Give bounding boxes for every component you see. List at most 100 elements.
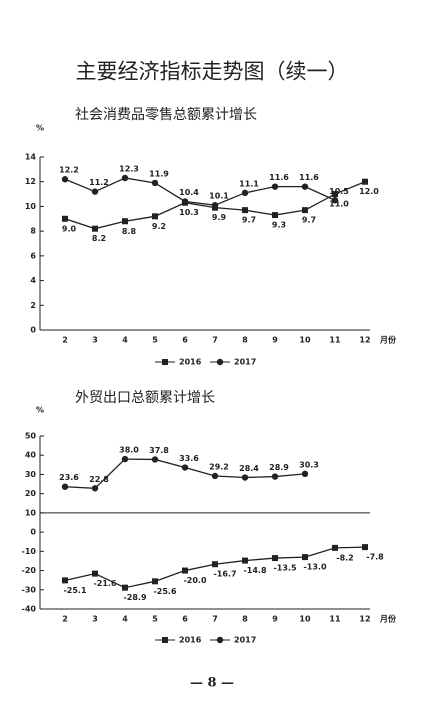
x-tick-label: 3 — [92, 615, 98, 624]
data-point — [61, 483, 69, 490]
y-tick-label: 14 — [25, 153, 37, 162]
page-title: 主要经济指标走势图（续一） — [76, 60, 349, 84]
legend-label: 2016 — [179, 358, 202, 367]
y-axis-label: % — [36, 124, 44, 133]
y-tick-label: 0 — [30, 528, 36, 537]
data-label: -13.0 — [303, 563, 326, 572]
y-tick-label: 10 — [25, 202, 37, 211]
data-label: -13.5 — [273, 564, 296, 573]
data-point — [332, 544, 338, 551]
x-tick-label: 7 — [212, 615, 218, 624]
data-point — [271, 183, 279, 190]
x-tick-label: 10 — [299, 336, 311, 345]
y-tick-label: -30 — [22, 585, 37, 594]
x-tick-label: 12 — [359, 615, 370, 624]
data-label: 9.7 — [302, 216, 316, 225]
data-label: 11.0 — [329, 200, 349, 209]
x-tick-label: 3 — [92, 336, 98, 345]
data-label: 11.1 — [239, 179, 259, 188]
y-tick-label: 6 — [30, 251, 36, 260]
y-tick-label: 0 — [30, 326, 36, 335]
data-point — [122, 218, 128, 225]
data-label: 11.6 — [269, 173, 289, 182]
data-point — [362, 544, 368, 551]
x-tick-label: 4 — [122, 336, 128, 345]
y-tick-label: 50 — [25, 432, 37, 441]
data-label: 37.8 — [149, 446, 169, 455]
data-label: 11.9 — [149, 169, 169, 178]
data-point — [331, 197, 339, 204]
data-label: 10.5 — [329, 187, 349, 196]
legend-marker — [216, 358, 224, 366]
data-label: 9.9 — [212, 213, 227, 222]
data-point — [242, 557, 248, 564]
legend-marker — [162, 359, 168, 365]
data-point — [242, 207, 248, 214]
chart-title: 外贸出口总额累计增长 — [75, 390, 215, 406]
series-line — [64, 177, 336, 206]
data-point — [241, 189, 249, 197]
data-label: -28.9 — [123, 593, 146, 602]
x-tick-label: 5 — [152, 615, 158, 624]
data-point — [241, 474, 249, 481]
x-tick-label: 2 — [62, 615, 68, 624]
y-tick-label: 2 — [30, 301, 36, 310]
data-point — [62, 577, 68, 584]
legend-label: 2017 — [234, 636, 256, 645]
y-tick-label: 12 — [25, 177, 36, 186]
x-tick-label: 11 — [329, 615, 341, 624]
x-tick-label: 9 — [272, 336, 278, 345]
data-label: 10.4 — [179, 188, 199, 197]
x-tick-label: 5 — [152, 336, 158, 345]
data-point — [302, 207, 308, 214]
y-tick-label: 4 — [30, 276, 36, 285]
data-label: 33.6 — [179, 454, 199, 463]
x-tick-label: 6 — [182, 336, 188, 345]
data-label: 12.0 — [359, 187, 379, 196]
x-tick-label: 4 — [122, 615, 128, 624]
data-point — [272, 555, 278, 562]
data-point — [152, 578, 158, 585]
data-point — [62, 215, 68, 222]
data-label: 22.8 — [89, 475, 109, 484]
data-point — [302, 554, 308, 561]
data-point — [122, 584, 128, 591]
y-tick-label: -20 — [22, 566, 37, 575]
x-tick-label: 8 — [242, 615, 248, 624]
data-point — [121, 455, 129, 463]
data-label: 29.2 — [209, 462, 229, 471]
data-label: 8.2 — [92, 234, 106, 243]
x-tick-label: 12 — [359, 336, 370, 345]
data-point — [92, 225, 98, 232]
data-point — [151, 456, 159, 463]
data-point — [272, 212, 278, 219]
x-tick-label: 11 — [329, 336, 341, 345]
data-label: 9.7 — [242, 216, 256, 225]
data-label: 10.1 — [209, 192, 229, 201]
data-label: -16.7 — [213, 570, 236, 579]
page-number: — 8 — — [190, 676, 234, 691]
data-point — [211, 201, 219, 209]
data-label: 28.9 — [269, 463, 289, 472]
x-tick-label: 8 — [242, 336, 248, 345]
legend-label: 2017 — [234, 358, 256, 367]
y-tick-label: -10 — [22, 547, 37, 556]
y-tick-label: 40 — [25, 451, 37, 460]
data-point — [152, 213, 158, 220]
data-label: 9.3 — [272, 221, 286, 230]
data-point — [301, 183, 309, 190]
data-label: 12.2 — [59, 166, 79, 175]
chart-title: 社会消费品零售总额累计增长 — [75, 107, 257, 123]
y-tick-label: 30 — [25, 470, 37, 479]
y-tick-label: 20 — [25, 489, 37, 498]
data-point — [212, 561, 218, 568]
y-axis-label: % — [36, 406, 44, 415]
data-label: 11.2 — [89, 178, 109, 187]
x-tick-label: 2 — [62, 336, 68, 345]
data-label: 11.6 — [299, 173, 319, 182]
data-label: -21.6 — [93, 579, 116, 588]
data-label: 38.0 — [119, 446, 139, 455]
data-point — [92, 570, 98, 577]
data-label: 9.2 — [152, 222, 166, 231]
